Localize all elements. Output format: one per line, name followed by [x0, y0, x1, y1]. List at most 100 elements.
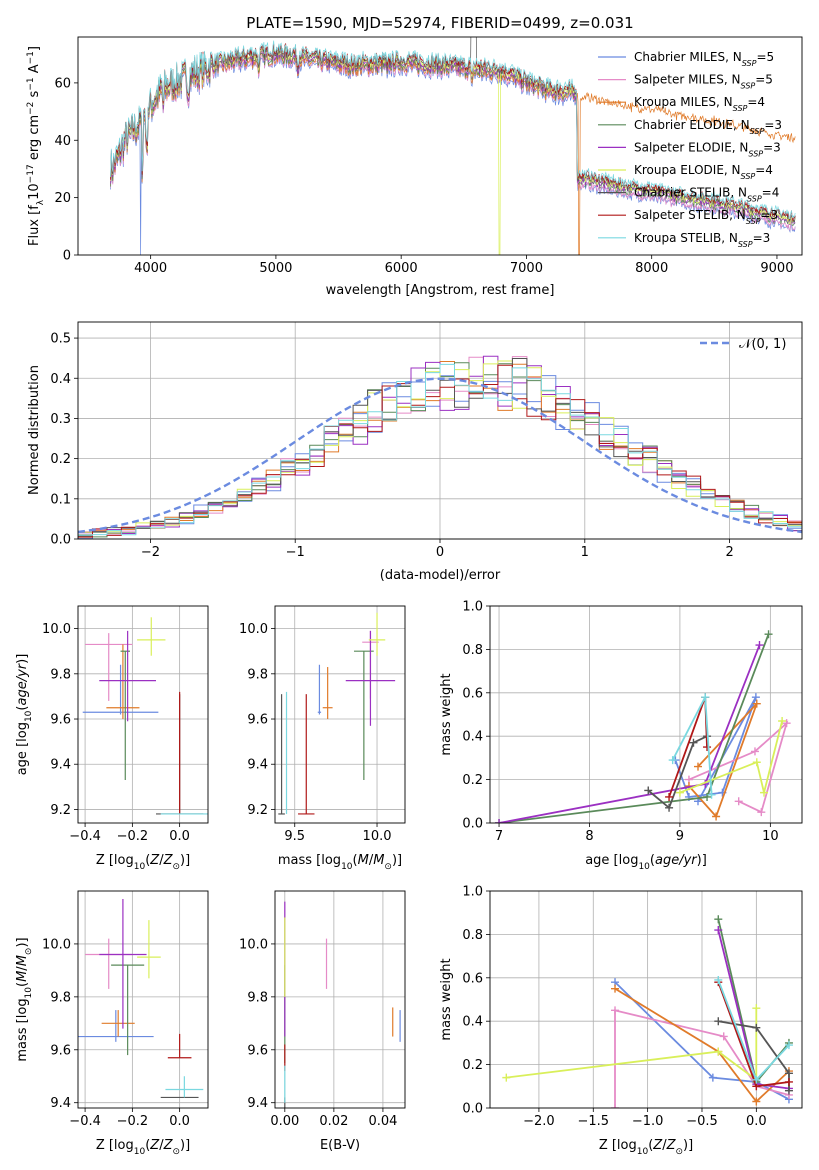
weight-marker: [703, 743, 712, 752]
weight-marker: [495, 819, 504, 823]
x-tick-label: −2: [141, 545, 160, 560]
x-tick-label: 0.0: [746, 1114, 767, 1129]
y-tick-label: 0.2: [462, 773, 483, 788]
weight-series-line: [688, 702, 758, 819]
weight-marker: [665, 792, 674, 801]
axes-frame: [489, 605, 803, 824]
legend-label: Salpeter MILES, NSSP=5: [634, 73, 773, 91]
legend-label: Kroupa MILES, NSSP=4: [634, 95, 765, 113]
y-axis-label: Normed distribution: [27, 365, 42, 495]
y-tick-label: 20: [54, 191, 71, 206]
y-tick-label: 0.2: [50, 452, 71, 467]
weight-marker: [714, 1047, 723, 1056]
x-tick-label: 7000: [510, 261, 543, 276]
y-tick-label: 9.4: [247, 758, 268, 773]
weight-series-line: [506, 1008, 758, 1082]
spectrum-series-line: [110, 46, 796, 255]
x-axis-label: Z [log10(Z/Z⊙)]: [96, 853, 190, 872]
y-tick-label: 10.0: [239, 937, 268, 952]
y-tick-label: 0.8: [462, 643, 483, 658]
x-tick-label: 2: [725, 545, 733, 560]
y-tick-label: 9.8: [247, 990, 268, 1005]
weight-marker: [701, 693, 710, 702]
weight-marker: [611, 984, 620, 993]
y-tick-label: 0.3: [50, 412, 71, 427]
y-tick-label: 0: [63, 249, 71, 264]
weight-marker: [714, 926, 723, 935]
errorbars: [82, 617, 208, 815]
x-axis-label: wavelength [Angstrom, rest frame]: [326, 283, 555, 298]
weight-marker: [707, 790, 716, 799]
weight-series-line: [668, 696, 708, 798]
weight-marker: [784, 1041, 793, 1050]
y-tick-label: 9.8: [247, 667, 268, 682]
x-tick-label: −0.4: [69, 829, 101, 844]
legend-label: 𝒩(0, 1): [739, 337, 786, 352]
y-tick-label: 0.0: [50, 533, 71, 548]
spectrum-panel: 4000 5000 6000 7000 8000 9000 0 20 40 60 wavelengt…: [26, 36, 803, 298]
weight-marker: [714, 915, 723, 924]
weight-marker: [751, 693, 760, 702]
z-age-panel: −0.4 −0.2 0.0 9.2 9.4 9.6 9.8 10.0 Z [log10(Z/Z⊙…: [15, 605, 209, 872]
x-tick-label: 9.5: [284, 829, 305, 844]
x-tick-label: 0.04: [368, 1114, 397, 1129]
x-axis-label: E(B-V): [320, 1138, 360, 1153]
errorbars: [284, 901, 401, 1108]
x-tick-label: 0: [436, 545, 444, 560]
axes-frame: [77, 605, 209, 824]
x-tick-label: 0.02: [319, 1114, 348, 1129]
y-tick-label: 0.0: [462, 1102, 483, 1117]
histograms: [78, 355, 802, 539]
y-tick-label: 0.4: [462, 730, 483, 745]
charts-layer: 4000 5000 6000 7000 8000 90000204060wavelengt…: [15, 36, 803, 1157]
weight-marker: [760, 788, 769, 797]
y-tick-label: 9.2: [50, 803, 71, 818]
weight-marker: [712, 812, 721, 821]
weight-marker: [665, 803, 674, 812]
x-tick-label: 9000: [760, 261, 793, 276]
x-tick-label: −0.4: [69, 1114, 101, 1129]
weight-marker: [675, 788, 684, 797]
y-tick-label: 9.2: [247, 803, 268, 818]
y-tick-label: 0.2: [462, 1058, 483, 1073]
weight-marker: [694, 762, 702, 771]
spectrum-series-line: [110, 40, 796, 220]
weight-marker: [755, 641, 764, 650]
y-tick-label: 10.0: [42, 937, 71, 952]
weight-marker: [752, 1075, 761, 1084]
weight-marker: [668, 756, 677, 765]
x-tick-label: −0.2: [117, 829, 149, 844]
x-tick-label: 0.0: [169, 1114, 190, 1129]
y-tick-label: 1.0: [462, 600, 483, 615]
y-tick-label: 1.0: [462, 885, 483, 900]
y-axis-label: mass weight: [439, 673, 454, 755]
weight-marker: [734, 797, 743, 806]
x-tick-label: 1: [581, 545, 589, 560]
weight-series-line: [498, 633, 770, 823]
y-tick-label: 40: [54, 134, 71, 149]
x-tick-label: −1: [286, 545, 305, 560]
y-tick-label: 9.8: [50, 667, 71, 682]
weight-marker: [784, 1069, 793, 1078]
normal-curve: [78, 377, 802, 534]
spectrum-lines: [110, 37, 796, 255]
weight-marker: [750, 747, 759, 756]
mass-age-panel: 9.5 10.0 9.2 9.4 9.6 9.8 10.0 mass [log10(M/M⊙)…: [239, 605, 406, 872]
x-tick-label: 0.00: [270, 1114, 299, 1129]
figure-title: PLATE=1590, MJD=52974, FIBERID=0499, z=0…: [246, 14, 633, 32]
errorbars: [278, 612, 396, 815]
legend-label: Chabrier ELODIE, NSSP=3: [634, 118, 782, 136]
y-tick-label: 60: [54, 76, 71, 91]
weight-lines: [502, 915, 793, 1108]
y-axis-label: Flux [fλ10−17 erg cm−2 s−1 A−1]: [26, 46, 46, 246]
axes-frame: [274, 890, 406, 1109]
y-tick-label: 0.0: [462, 817, 483, 832]
weight-marker: [719, 1032, 728, 1041]
weight-marker: [611, 1006, 620, 1015]
axes-frame: [77, 890, 209, 1109]
weight-marker: [714, 975, 723, 984]
x-axis-label: Z [log10(Z/Z⊙)]: [599, 1138, 693, 1157]
weight-marker: [752, 699, 761, 708]
weight-marker: [708, 1073, 717, 1082]
weight-marker: [502, 1073, 511, 1082]
